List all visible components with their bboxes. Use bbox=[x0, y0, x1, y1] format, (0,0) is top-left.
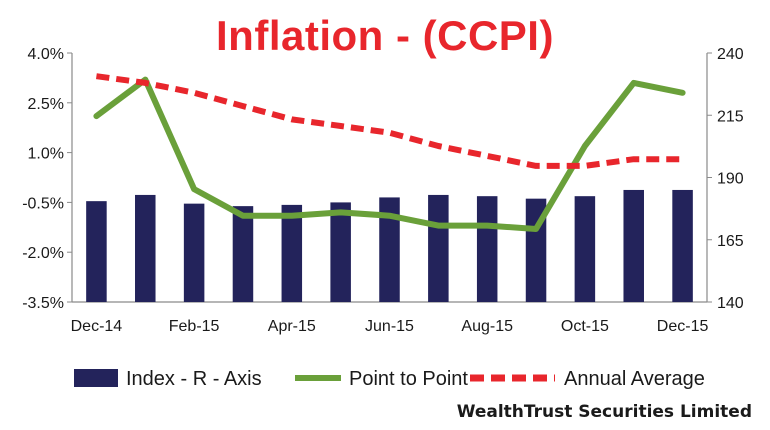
index-bar bbox=[86, 201, 107, 302]
x-tick-label: Oct-15 bbox=[561, 318, 609, 335]
left-tick-label: 1.0% bbox=[28, 146, 64, 163]
x-tick-label: Apr-15 bbox=[268, 318, 316, 335]
chart-title: Inflation - (CCPI) bbox=[216, 12, 554, 59]
index-bar bbox=[330, 202, 351, 302]
right-tick-label: 240 bbox=[717, 46, 744, 63]
index-bar bbox=[428, 194, 449, 302]
index-bar bbox=[672, 189, 693, 302]
index-bar bbox=[232, 206, 254, 302]
left-tick-label: -2.0% bbox=[22, 245, 64, 262]
x-tick-label: Dec-14 bbox=[71, 318, 123, 335]
x-tick-label: Aug-15 bbox=[461, 318, 513, 335]
right-tick-label: 215 bbox=[717, 108, 744, 125]
tick-labels: 4.0% 2.5% 1.0% -0.5% -2.0% -3.5% 240 215 190 165 1… bbox=[22, 46, 744, 335]
left-tick-label: 4.0% bbox=[28, 46, 64, 63]
right-tick-label: 165 bbox=[717, 233, 744, 250]
credit-label: WealthTrust Securities Limited bbox=[457, 402, 752, 422]
index-bar bbox=[379, 197, 400, 302]
left-tick-label: -0.5% bbox=[22, 195, 64, 212]
lines bbox=[93, 73, 686, 232]
left-tick-label: -3.5% bbox=[22, 295, 64, 312]
left-tick-label: 2.5% bbox=[28, 96, 64, 113]
legend-label: Point to Point bbox=[349, 368, 468, 390]
index-bar bbox=[135, 194, 156, 302]
right-tick-label: 190 bbox=[717, 171, 744, 188]
x-tick-label: Dec-15 bbox=[657, 318, 709, 335]
legend-label: Annual Average bbox=[564, 368, 705, 390]
index-bar bbox=[574, 196, 596, 302]
legend-swatch-index bbox=[74, 369, 118, 387]
index-bar bbox=[183, 203, 205, 302]
right-tick-label: 140 bbox=[717, 295, 744, 312]
index-bar bbox=[476, 196, 498, 302]
x-tick-label: Feb-15 bbox=[169, 318, 220, 335]
point-to-point-line bbox=[93, 76, 686, 232]
annual-average-line bbox=[95, 73, 683, 169]
index-bar bbox=[281, 204, 303, 302]
legend-label: Index - R - Axis bbox=[126, 368, 262, 390]
x-tick-label: Jun-15 bbox=[365, 318, 414, 335]
bars bbox=[86, 189, 693, 302]
legend: Index - R - Axis Point to Point Annual Ave… bbox=[74, 368, 705, 390]
index-bar bbox=[623, 189, 644, 302]
